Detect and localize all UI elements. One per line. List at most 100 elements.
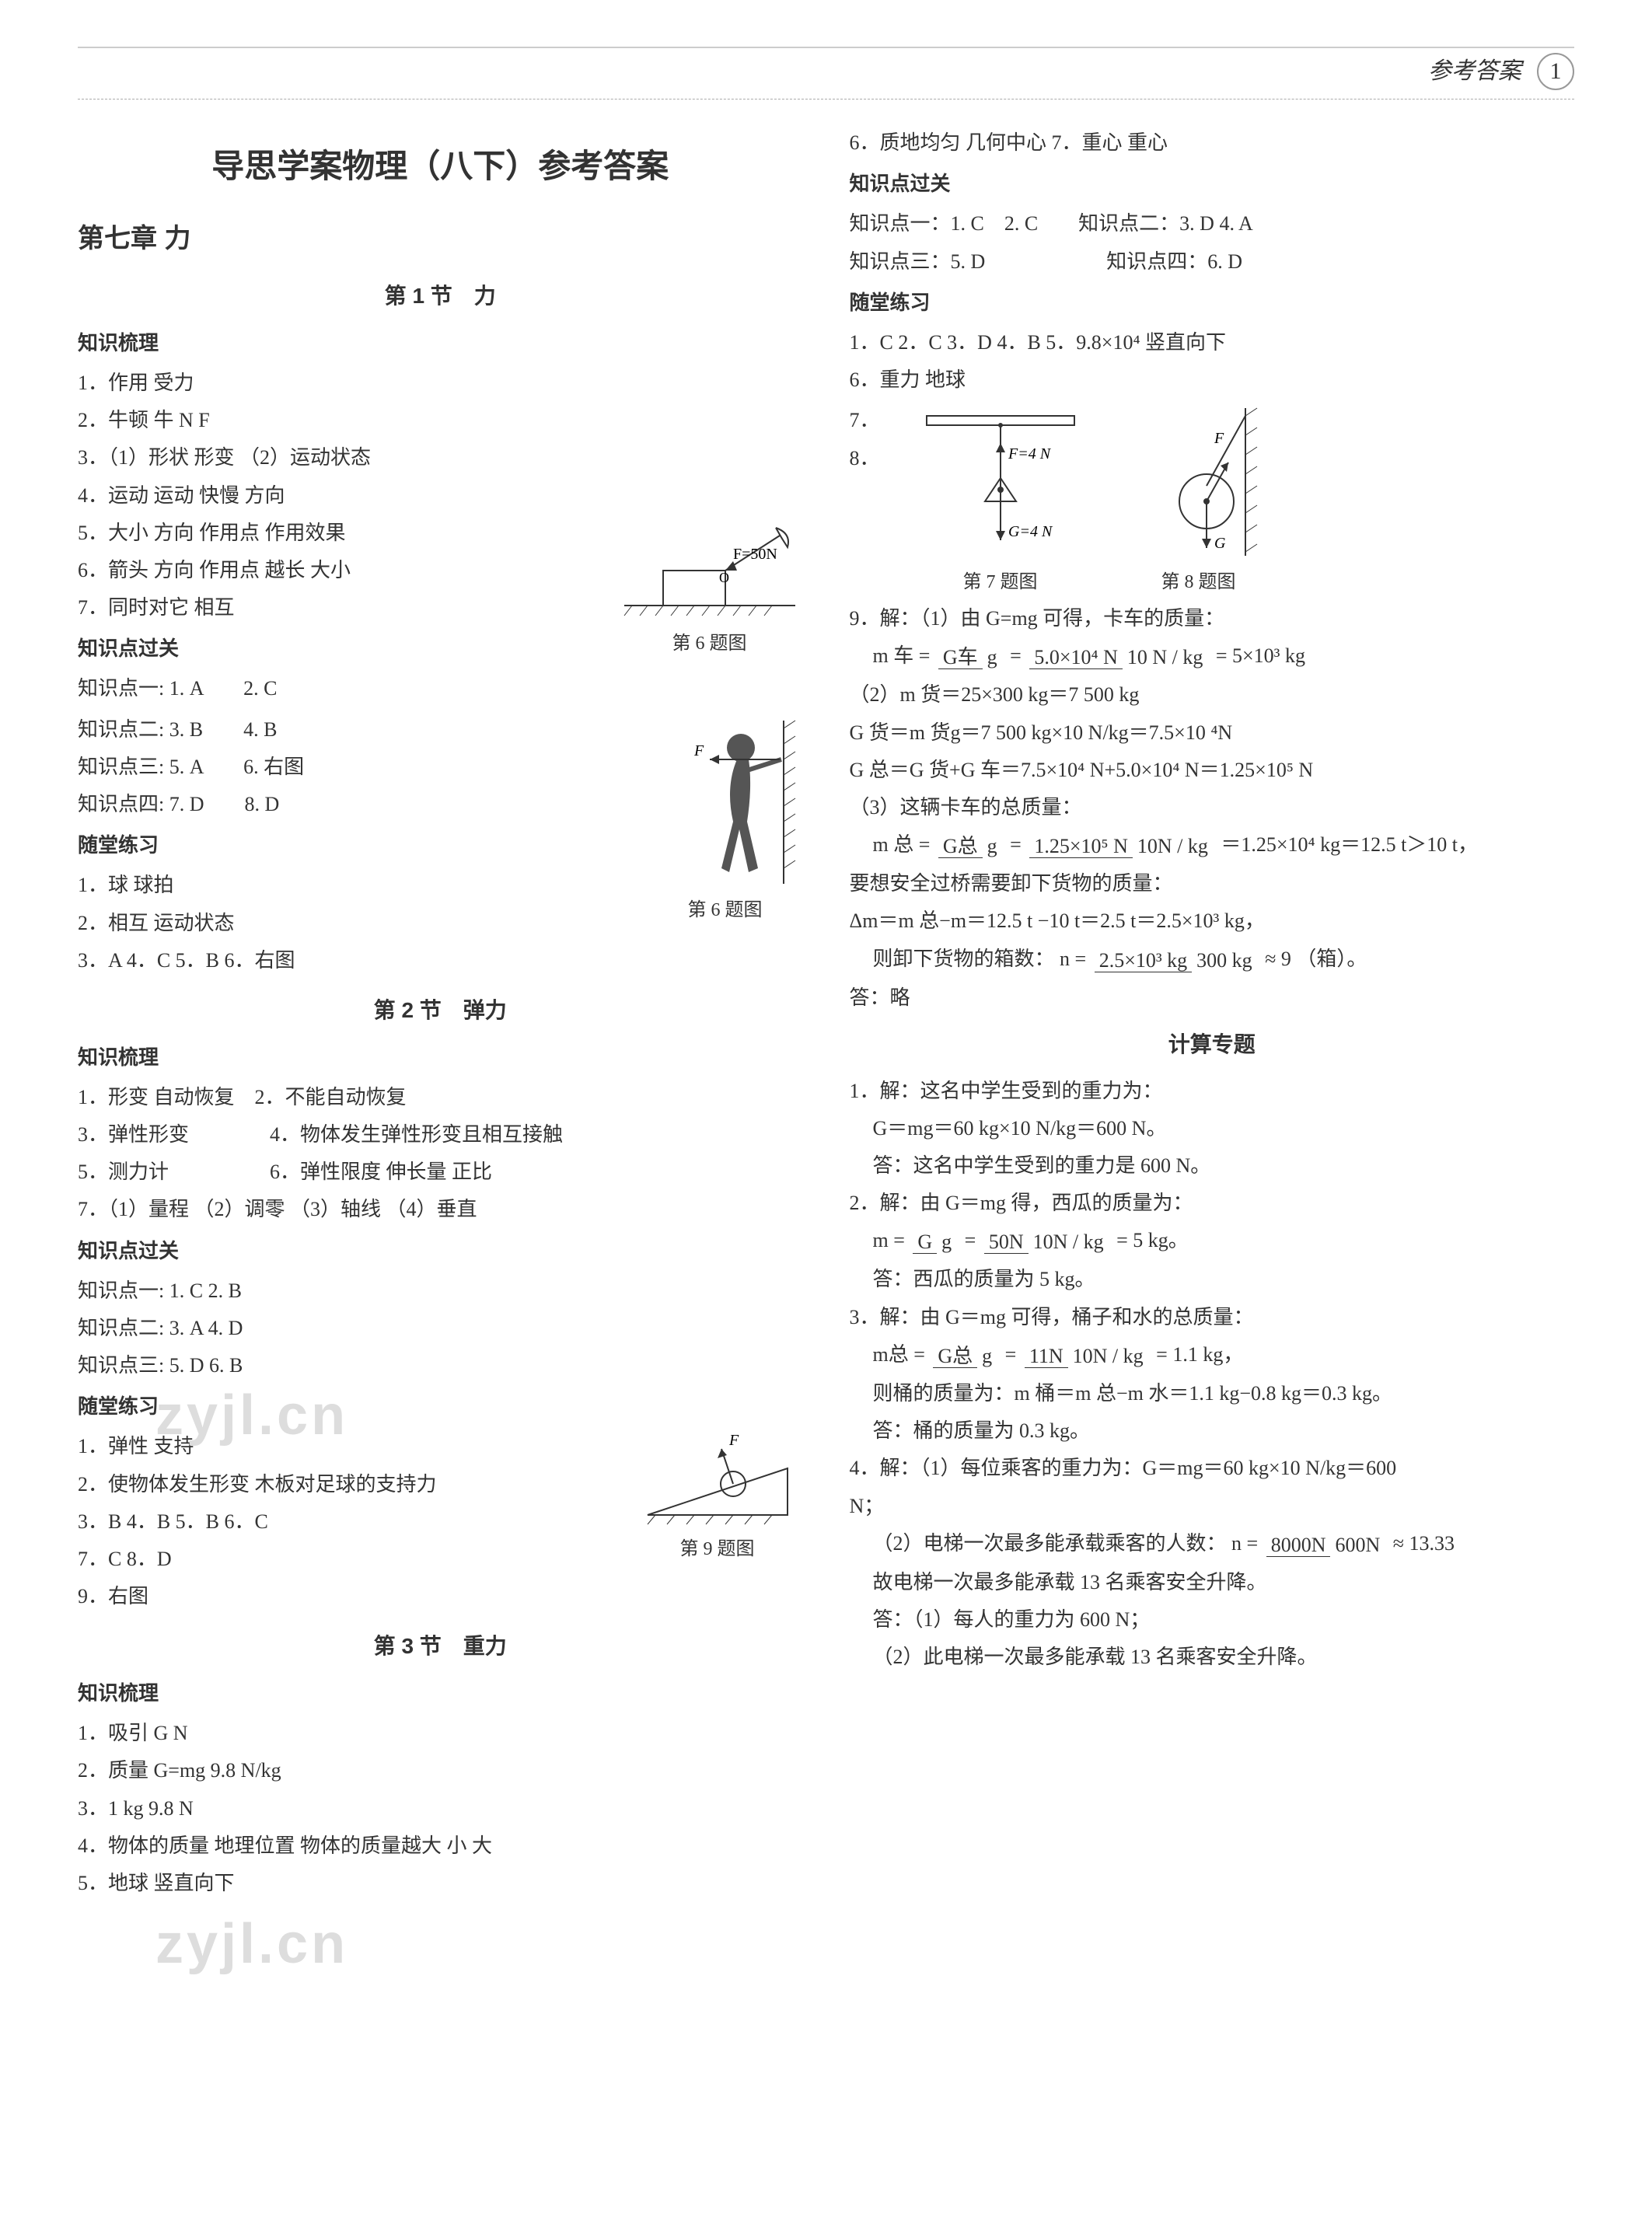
fig7-caption: 第 7 题图 [911,567,1090,599]
q9a: 9．解：（1）由 G=mg 可得，卡车的质量： [850,602,1575,636]
beam-diagram-icon: F=4 N G=4 N [911,400,1090,564]
c-q4e: （2）此电梯一次最多能承载 13 名乘客安全升降。 [850,1640,1575,1674]
fig7-f4: F=4 N [1008,445,1052,463]
frac-den: g [977,1345,997,1367]
c-q4d: 答：（1）每人的重力为 600 N； [850,1603,1575,1637]
q9h: 则卸下货物的箱数： n = 2.5×10³ kg300 kg ≈ 9 （箱）。 [850,942,1575,978]
res: ≈ 13.33 [1393,1532,1455,1555]
page-number: 1 [1537,53,1574,90]
frac-den: 600N [1330,1534,1385,1556]
frac-num: G车 [938,646,983,669]
sec2-kp2: 知识点二: 3. A 4. D [78,1311,803,1346]
fig-f-label: F [693,742,704,759]
frac-num: G [913,1230,937,1254]
sec3-h2r: 知识点过关 [850,166,1575,201]
sec3-pr1: 1．C 2．C 3．D 4．B 5．9.8×10⁴ 竖直向下 [850,326,1575,360]
c-q2a: 2．解：由 G＝mg 得，西瓜的质量为： [850,1186,1575,1220]
q2-m: m = [873,1229,905,1251]
sec3-kpr2: 知识点三：5. D 知识点四：6. D [850,245,1575,279]
fig-row-78: 7． 8． F=4 N G=4 N 第 7 题图 [850,400,1575,599]
sec2-h2: 知识点过关 [78,1234,803,1268]
watermark: zyjl.cn [155,1897,348,1991]
sec1-l2: 2．牛顿 牛 N F [78,403,803,438]
q9h-n: n = [1060,948,1086,970]
frac-num: 11N [1025,1345,1068,1368]
sec1-p3: 3．A 4．C 5．B 6．右图 [78,944,803,978]
c-q4b: （2）电梯一次最多能承载乘客的人数： n = 8000N600N ≈ 13.33 [850,1527,1575,1562]
content-columns: 导思学案物理（八下）参考答案 第七章 力 第 1 节 力 知识梳理 1．作用 受… [78,123,1574,1904]
frac-den: g [983,835,1002,857]
person-push-icon: F [648,713,803,892]
c-q3b: 则桶的质量为：m 桶＝m 总−m 水＝1.1 kg−0.8 kg＝0.3 kg。 [850,1377,1575,1411]
right-column: 6．质地均匀 几何中心 7．重心 重心 知识点过关 知识点一：1. C 2. C… [850,123,1575,1904]
q4b-pre: （2）电梯一次最多能承载乘客的人数： [873,1532,1227,1555]
fig9-caption: 第 9 题图 [632,1534,803,1566]
frac-num: G总 [938,835,983,858]
frac-den: g [983,646,1002,668]
fig8-g: G [1214,535,1226,552]
sec3-h1: 知识梳理 [78,1676,803,1710]
header-label: 参考答案 [1428,51,1521,91]
eq: = [1005,1343,1017,1366]
pr3: 7． [850,403,880,438]
sec3-r1: 6．质地均匀 几何中心 7．重心 重心 [850,126,1575,160]
frac-den: 300 kg [1192,949,1257,972]
frac-den: 10 N / kg [1123,646,1208,668]
q3-m: m总 = [873,1343,925,1366]
sec2-kp1: 知识点一: 1. C 2. B [78,1274,803,1308]
chapter-title: 第七章 力 [78,217,803,262]
main-title: 导思学案物理（八下）参考答案 [78,138,803,194]
c-q4c: 故电梯一次最多能承载 13 名乘客安全升降。 [850,1566,1575,1600]
fig-o-label: O [719,570,729,585]
frac-num: 8000N [1266,1534,1331,1557]
section-1-title: 第 1 节 力 [78,278,803,315]
sec1-l3: 3．（1）形状 形变 （2）运动状态 [78,441,803,475]
q9d: G 总＝G 货+G 车＝7.5×10⁴ N+5.0×10⁴ N＝1.25×10⁵… [850,753,1575,787]
sec1-l1: 1．作用 受力 [78,366,803,400]
c-q2ans: 答：西瓜的质量为 5 kg。 [850,1262,1575,1297]
sec2-l2: 3．弹性形变 4．物体发生弹性形变且相互接触 [78,1118,803,1152]
c-q3ans: 答：桶的质量为 0.3 kg。 [850,1414,1575,1448]
fig9-f-label: F [728,1432,739,1449]
fig7-g4: G=4 N [1008,523,1053,540]
sec3-pr2: 6．重力 地球 [850,363,1575,397]
wall-ball-diagram-icon: F G [1121,400,1277,564]
frac-num: 2.5×10³ kg [1095,949,1192,972]
frac-num: 5.0×10⁴ N [1029,646,1123,669]
sec1-h1: 知识梳理 [78,326,803,360]
frac-num: G总 [933,1345,977,1368]
res: = 5×10³ kg [1216,644,1305,667]
q9-eq1: m 车 = G车g = 5.0×10⁴ N10 N / kg = 5×10³ k… [850,639,1575,675]
sec3-l3: 3．1 kg 9.8 N [78,1792,803,1826]
q9f: 要想安全过桥需要卸下货物的质量： [850,867,1575,901]
c-q4a: 4．解：（1）每位乘客的重力为：G＝mg＝60 kg×10 N/kg＝600 [850,1451,1575,1485]
c-q4a2: N； [850,1489,1575,1524]
fig-force-label: F=50N [733,546,777,563]
sec2-figure-9: F 第 9 题图 [632,1429,803,1566]
pr4: 8． [850,442,880,476]
q9e: （3）这辆卡车的总质量： [850,791,1575,825]
frac-num: 50N [984,1230,1029,1254]
sec2-l1: 1．形变 自动恢复 2．不能自动恢复 [78,1080,803,1115]
q7-label: 7． 8． [850,400,880,478]
left-column: 导思学案物理（八下）参考答案 第七章 力 第 1 节 力 知识梳理 1．作用 受… [78,123,803,1904]
res: = 1.1 kg， [1156,1343,1243,1366]
q9-mzong: m 总 = [873,833,931,856]
q9c: G 货＝m 货g＝7 500 kg×10 N/kg＝7.5×10 ⁴N [850,716,1575,750]
sec2-h3: 随堂练习 [78,1389,803,1423]
eq: = [965,1229,976,1251]
fig8-caption: 第 8 题图 [1121,567,1277,599]
sec1-kp1: 知识点一: 1. A 2. C [78,672,803,706]
q9h-res: ≈ 9 （箱）。 [1265,948,1367,970]
figure-8: F G 第 8 题图 [1121,400,1277,599]
force-diagram-icon: F=50N O [616,516,803,625]
sec2-h1: 知识梳理 [78,1040,803,1074]
frac-den: 10N / kg [1068,1345,1148,1367]
c-q1a: 1．解：这名中学生受到的重力为： [850,1074,1575,1108]
calc-title: 计算专题 [850,1026,1575,1063]
frac-den: g [937,1230,956,1253]
sec2-kp3: 知识点三: 5. D 6. B [78,1349,803,1383]
sec3-h3r: 随堂练习 [850,285,1575,319]
frac-num: 1.25×10⁵ N [1029,835,1133,858]
c-q3eq: m总 = G总g = 11N10N / kg = 1.1 kg， [850,1338,1575,1374]
